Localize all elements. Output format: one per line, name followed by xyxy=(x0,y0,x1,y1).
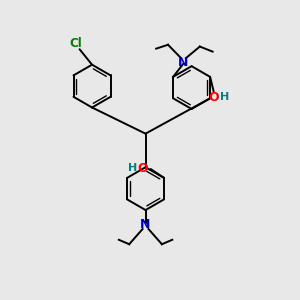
Text: H: H xyxy=(128,164,137,173)
Text: Cl: Cl xyxy=(69,38,82,50)
Text: H: H xyxy=(220,92,230,102)
Text: O: O xyxy=(209,91,219,103)
Text: N: N xyxy=(178,56,189,68)
Text: N: N xyxy=(140,218,151,231)
Text: O: O xyxy=(137,162,148,175)
